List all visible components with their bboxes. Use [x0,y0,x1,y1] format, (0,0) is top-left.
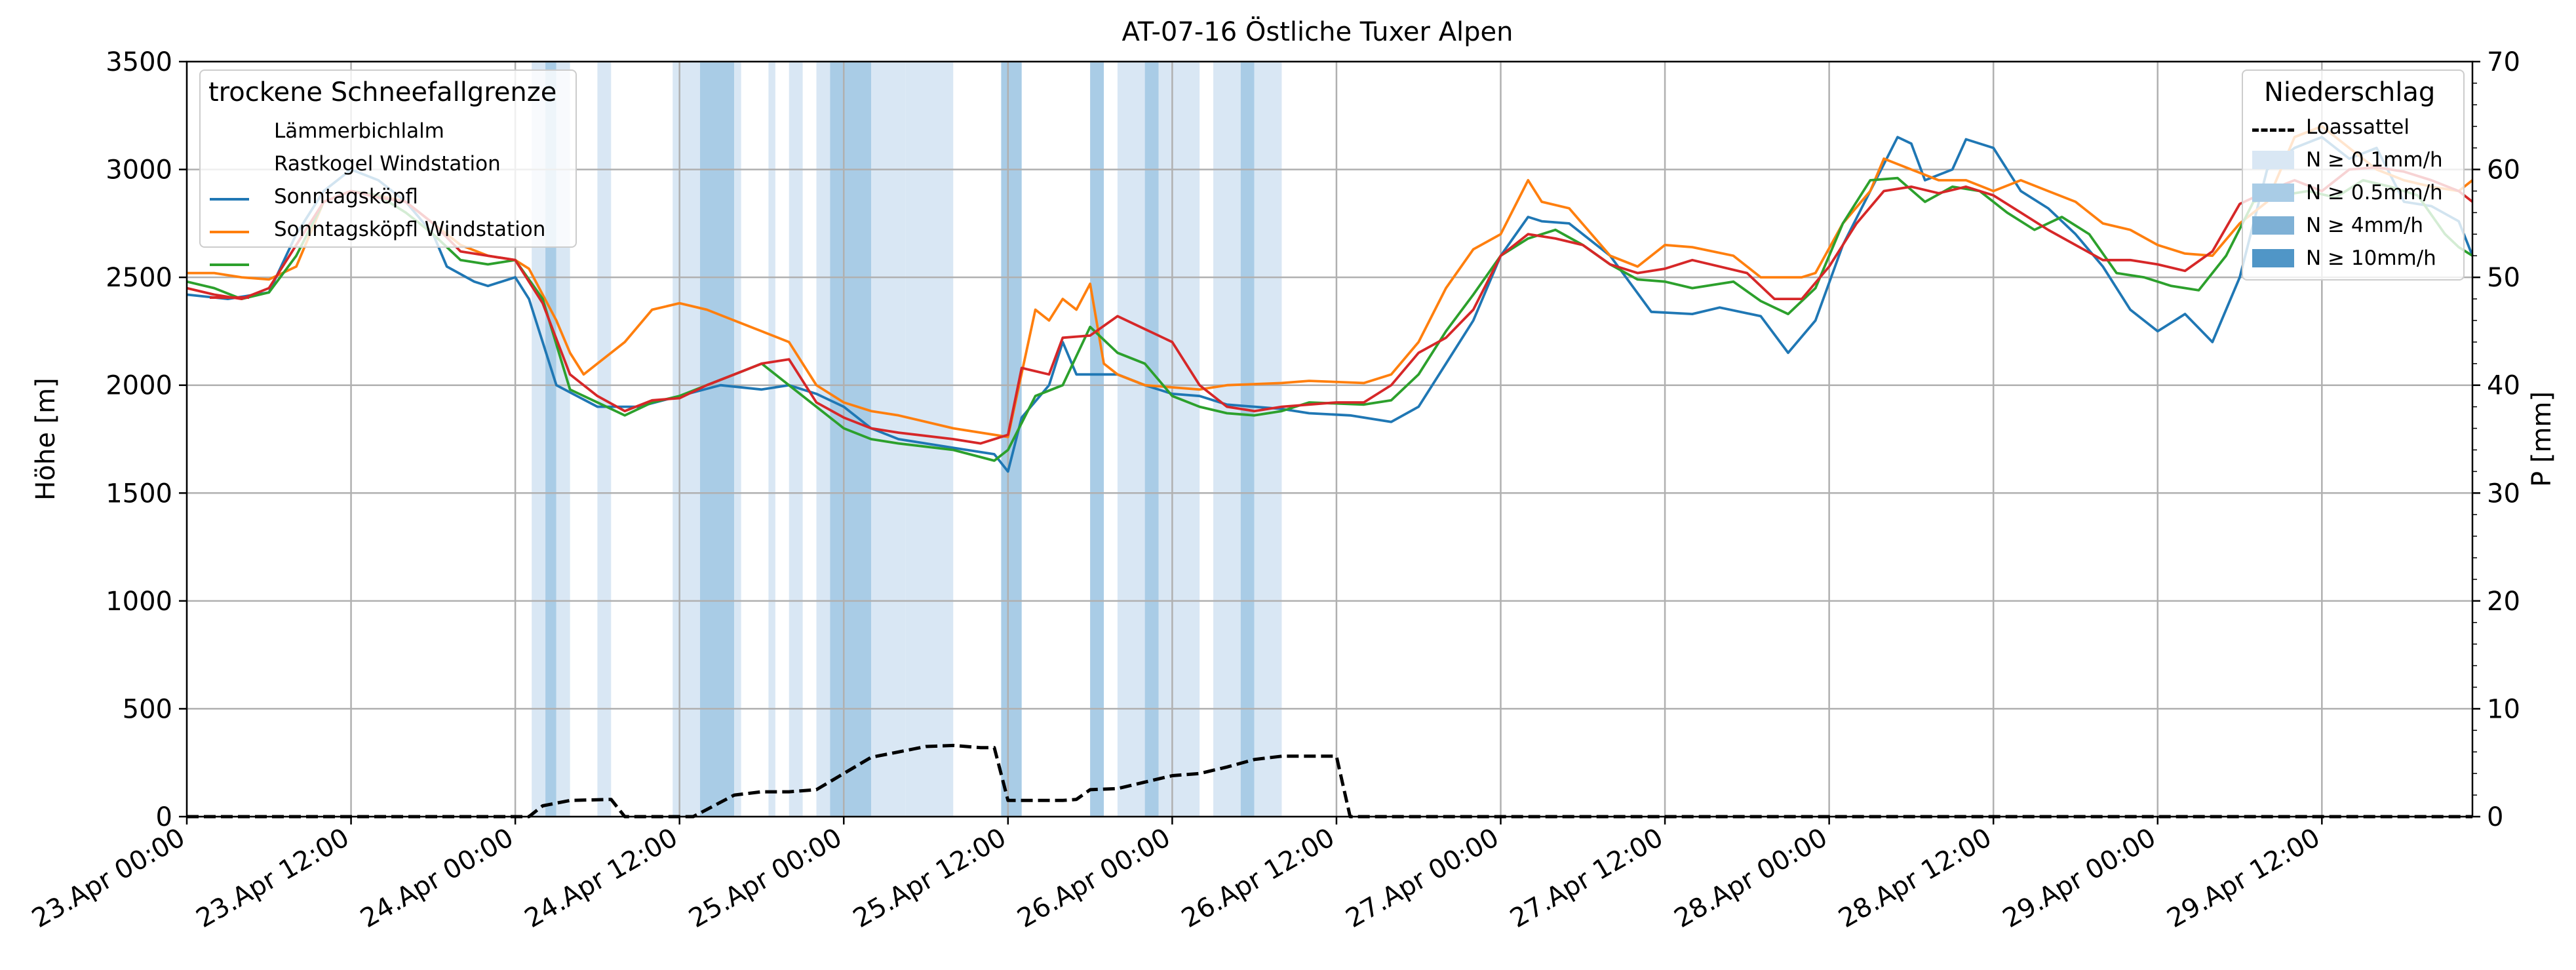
series-line-3 [186,166,2474,445]
xtick-label-12: 29.Apr 00:00 [1998,823,2161,934]
plot-frame [185,60,2474,818]
precip-band-14 [1090,62,1104,817]
precip-band-3 [597,62,612,817]
precip-band-8 [789,62,803,817]
series-line-1 [187,125,2474,438]
precip-band-13 [1001,62,1022,817]
legend-swatch-n4 [2252,216,2294,235]
legend-entry-n10: N ≥ 10mm/h [2306,246,2436,270]
legend-swatch-sonntagskoepfl [210,263,249,266]
precip-band-4 [673,62,701,817]
chart-title: AT-07-16 Östliche Tuxer Alpen [1122,17,1513,47]
precip-band-19 [1213,62,1241,817]
legend-entry-n01: N ≥ 0.1mm/h [2306,148,2443,172]
ytick-label-left-5: 2500 [106,263,172,293]
precip-band-17 [1158,62,1173,817]
legend-snowline-title: trockene Schneefallgrenze [208,77,557,107]
precipitation-bands [532,62,1282,817]
xtick-label-13: 29.Apr 12:00 [2162,823,2325,934]
y-axis-label-right: P [mm] [2527,391,2557,487]
xtick-label-1: 23.Apr 12:00 [191,823,355,934]
legend-entry-loassattel: Loassattel [2306,115,2410,139]
legend-snowline: trockene Schneefallgrenze Lämmerbichlalm… [199,69,577,299]
precip-band-0 [532,62,546,817]
precip-band-7 [768,62,775,817]
legend-entry-sonntagskoepfl: Sonntagsköpfl [274,185,418,208]
precip-band-21 [1254,62,1282,817]
legend-swatch-loassattel [2252,128,2294,132]
ytick-label-left-1: 500 [123,694,172,724]
ytick-label-right-1: 10 [2487,694,2520,724]
precip-band-18 [1172,62,1200,817]
precip-band-2 [556,62,570,817]
series-line-0 [186,136,2474,473]
ytick-label-left-4: 2000 [106,371,172,401]
ytick-label-left-6: 3000 [106,155,172,185]
xtick-label-6: 26.Apr 00:00 [1013,823,1176,934]
ytick-label-right-0: 0 [2487,802,2503,832]
legend-precipitation-title: Niederschlag [2264,77,2436,107]
y-axis-label-left: Höhe [m] [31,378,61,501]
ytick-label-right-4: 40 [2487,371,2520,401]
ytick-label-left-3: 1500 [106,478,172,509]
precip-band-6 [734,62,741,817]
legend-swatch-rastkogel [210,231,249,233]
xtick-label-3: 24.Apr 12:00 [520,823,683,934]
xtick-label-8: 27.Apr 00:00 [1341,823,1504,934]
legend-swatch-sonntagskoepfl-wind [210,296,249,299]
xtick-label-7: 26.Apr 12:00 [1177,823,1340,934]
legend-entry-laemmerbichlalm: Lämmerbichlalm [274,119,444,143]
xtick-label-10: 28.Apr 00:00 [1669,823,1833,934]
ytick-label-right-3: 30 [2487,478,2520,509]
precip-band-16 [1144,62,1159,817]
legend-entry-n05: N ≥ 0.5mm/h [2306,181,2443,204]
legend-entry-rastkogel: Rastkogel Windstation [274,152,501,176]
xtick-label-0: 23.Apr 00:00 [27,823,190,934]
xtick-label-5: 25.Apr 12:00 [848,823,1011,934]
legend-swatch-laemmerbichlalm [210,198,249,201]
legend-swatch-n05 [2252,184,2294,202]
precip-band-10 [830,62,872,817]
xtick-label-9: 27.Apr 12:00 [1505,823,1668,934]
ytick-label-right-7: 70 [2487,47,2520,77]
xtick-label-11: 28.Apr 12:00 [1833,823,1997,934]
legend-swatch-n10 [2252,249,2294,267]
xtick-label-4: 25.Apr 00:00 [684,823,847,934]
precip-band-1 [545,62,556,817]
legend-entry-sonntagskoepfl-wind: Sonntagsköpfl Windstation [274,218,546,241]
series-lines [186,125,2474,819]
series-line-2 [186,176,2474,462]
series-line-4 [187,743,2472,819]
ytick-label-right-2: 20 [2487,587,2520,617]
precip-band-9 [816,62,830,817]
ytick-label-right-6: 60 [2487,155,2520,185]
ytick-label-left-2: 1000 [106,587,172,617]
legend-entry-n4: N ≥ 4mm/h [2306,214,2424,237]
ytick-label-left-7: 3500 [106,47,172,77]
legend-precipitation: Niederschlag Loassattel N ≥ 0.1mm/h N ≥ … [2242,69,2465,281]
precip-band-5 [700,62,735,817]
ytick-label-left-0: 0 [156,802,172,832]
xtick-label-2: 24.Apr 00:00 [355,823,518,934]
precip-band-15 [1117,62,1145,817]
ytick-label-right-5: 50 [2487,263,2520,293]
legend-swatch-n01 [2252,151,2294,169]
precip-band-20 [1240,62,1255,817]
